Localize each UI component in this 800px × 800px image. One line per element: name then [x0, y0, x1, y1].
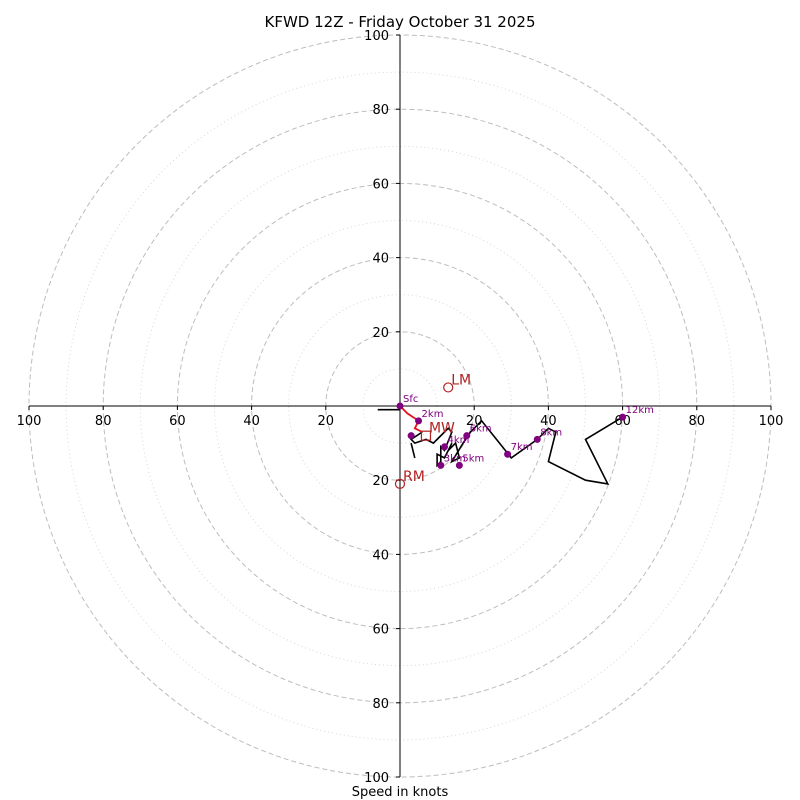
height-marker-sfc — [396, 402, 404, 410]
storm-motion-mw-marker — [420, 430, 432, 441]
height-label-3km: 3km — [444, 453, 466, 464]
x-tick-label: 100 — [759, 414, 784, 429]
height-label-sfc: Sfc — [403, 394, 418, 405]
storm-motion-lm-marker — [443, 382, 454, 393]
y-tick-label: 20 — [372, 326, 389, 341]
height-label-2km: 2km — [422, 409, 444, 420]
y-tick-label: 80 — [372, 103, 389, 118]
height-marker-5km — [455, 461, 463, 469]
height-label-7km: 7km — [511, 442, 533, 453]
storm-motion-rm-label: RM — [403, 469, 425, 485]
y-tick-label: 60 — [372, 177, 389, 192]
storm-motion-mw-label: MW — [429, 421, 455, 437]
hodograph-line — [409, 416, 624, 485]
storm-motions: LM RM MW — [394, 372, 471, 490]
height-marker-7km — [504, 450, 512, 458]
y-tick-label: 40 — [372, 252, 389, 267]
y-tick-label: 100 — [364, 771, 389, 786]
hodograph-traces — [377, 405, 624, 485]
height-label-12km: 12km — [626, 405, 654, 416]
x-tick-label: 60 — [169, 414, 186, 429]
branch-trace — [410, 442, 416, 459]
x-tick-label: 60 — [614, 414, 631, 429]
y-tick-label: 100 — [364, 29, 389, 44]
height-label-6km: 6km — [470, 424, 492, 435]
chart-title: KFWD 12Z - Friday October 31 2025 — [265, 13, 536, 31]
y-tick-label: 80 — [372, 697, 389, 712]
y-tick-label: 20 — [372, 474, 389, 489]
x-tick-label: 20 — [466, 414, 483, 429]
x-tick-label: 80 — [689, 414, 706, 429]
tick-labels: 100 80 60 40 20 20 40 60 80 100 100 80 60 40 20 20 40 60 8… — [17, 29, 784, 786]
height-markers: Sfc 2km 3km 4km 5km 6km 7km 8km 12km — [396, 394, 654, 469]
height-marker-2km — [415, 417, 423, 425]
x-tick-label: 40 — [243, 414, 260, 429]
storm-motion-lm-label: LM — [451, 372, 471, 388]
y-tick-label: 60 — [372, 623, 389, 638]
height-marker-12km — [619, 413, 627, 421]
storm-motion-rm-marker — [394, 478, 406, 490]
x-tick-label: 80 — [95, 414, 112, 429]
x-axis-label: Speed in knots — [352, 785, 449, 800]
x-tick-label: 20 — [318, 414, 335, 429]
height-marker — [407, 432, 415, 440]
y-tick-label: 40 — [372, 548, 389, 563]
x-tick-label: 40 — [540, 414, 557, 429]
height-marker-6km — [463, 432, 471, 440]
height-label-5km: 5km — [462, 453, 484, 464]
x-tick-label: 100 — [17, 414, 42, 429]
height-marker-3km — [437, 461, 445, 469]
height-marker-4km — [441, 443, 449, 451]
height-label-8km: 8km — [540, 427, 562, 438]
height-marker-8km — [533, 435, 541, 443]
height-label-4km: 4km — [448, 435, 470, 446]
